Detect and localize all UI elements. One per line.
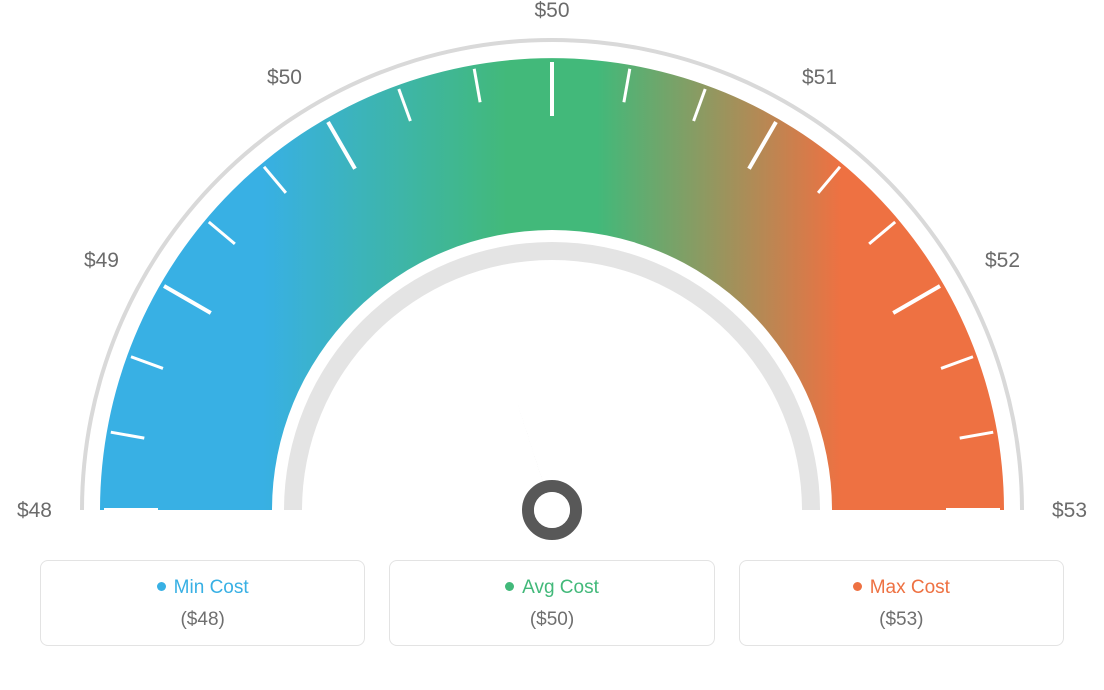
svg-text:$48: $48 [17,499,52,522]
svg-text:$53: $53 [1052,499,1087,522]
legend-value-avg: ($50) [400,609,703,631]
gauge-svg: $48 $49 $50 $50 $51 $52 $53 [0,0,1104,560]
gauge-chart: $48 $49 $50 $50 $51 $52 $53 [0,0,1104,560]
legend-label-avg: Avg Cost [505,577,599,599]
legend-card-min: Min Cost ($48) [40,560,365,646]
legend-label-max: Max Cost [853,577,950,599]
legend-label-min: Min Cost [157,577,249,599]
legend-card-max: Max Cost ($53) [739,560,1064,646]
svg-text:$51: $51 [802,66,837,89]
legend-card-avg: Avg Cost ($50) [389,560,714,646]
svg-text:$49: $49 [84,249,119,272]
svg-text:$52: $52 [985,249,1020,272]
svg-text:$50: $50 [534,0,569,22]
legend-row: Min Cost ($48) Avg Cost ($50) Max Cost (… [0,560,1104,646]
svg-text:$50: $50 [267,66,302,89]
legend-value-max: ($53) [750,609,1053,631]
legend-value-min: ($48) [51,609,354,631]
